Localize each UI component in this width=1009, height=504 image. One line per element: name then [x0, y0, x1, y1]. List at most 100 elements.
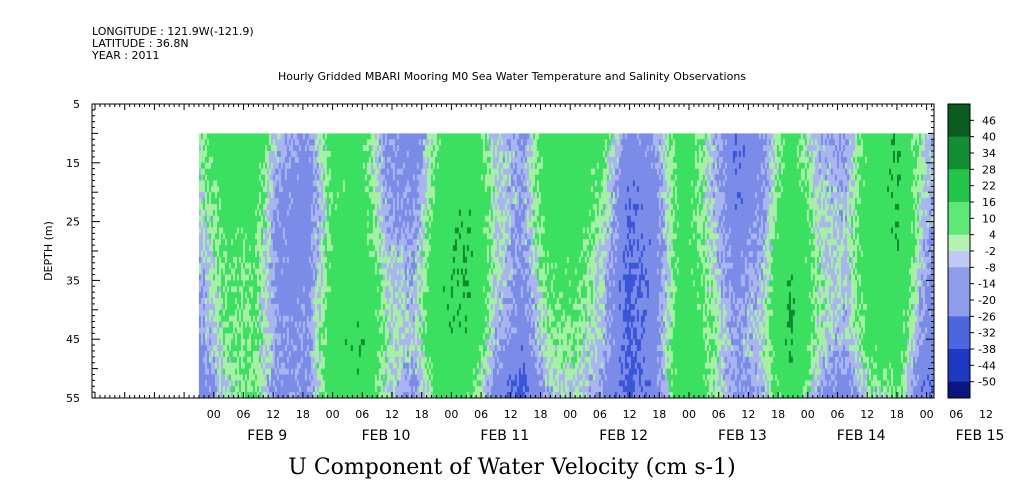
heat-cell — [316, 368, 320, 375]
heat-cell — [322, 245, 326, 252]
heat-cell — [394, 221, 398, 228]
heat-cell — [412, 333, 416, 340]
heat-cell — [257, 386, 260, 393]
heat-cell — [314, 298, 318, 305]
heat-cell — [251, 268, 254, 275]
heat-cell — [408, 209, 412, 217]
heat-cell — [304, 327, 308, 334]
heat-cell — [280, 245, 284, 252]
heat-cell — [314, 327, 318, 334]
heat-cell — [233, 345, 236, 352]
heat-cell — [241, 151, 244, 158]
heat-cell — [272, 309, 276, 317]
heat-cell — [263, 168, 266, 175]
heat-cell — [390, 233, 394, 240]
heat-cell — [298, 298, 302, 305]
heat-cell — [251, 162, 254, 170]
heat-cell — [338, 168, 342, 175]
heat-cell — [288, 233, 292, 240]
heat-cell — [235, 174, 238, 181]
heat-cell — [338, 309, 342, 317]
heat-cell — [261, 292, 264, 299]
heat-cell — [253, 315, 256, 322]
heat-cell — [255, 239, 258, 246]
heat-cell — [271, 245, 274, 252]
heat-cell — [227, 204, 230, 211]
heat-cell — [251, 386, 254, 393]
heat-cell — [211, 309, 214, 317]
heat-cell — [282, 133, 286, 140]
heat-cell — [402, 321, 406, 328]
heat-cell — [306, 315, 310, 322]
heat-cell — [414, 374, 418, 381]
heat-cell — [400, 227, 404, 234]
heat-cell — [400, 321, 404, 328]
heat-cell — [368, 145, 372, 152]
heat-cell — [211, 339, 214, 346]
heat-cell — [338, 327, 342, 334]
heat-cell — [324, 186, 328, 193]
heat-cell — [406, 198, 410, 205]
heat-cell — [326, 315, 330, 322]
heat-cell — [324, 386, 328, 393]
heat-cell — [310, 321, 314, 328]
heat-cell — [219, 156, 222, 164]
heat-cell — [386, 262, 390, 270]
heat-cell — [410, 345, 414, 352]
heat-cell — [269, 274, 272, 281]
heat-cell — [376, 186, 380, 193]
heat-cell — [354, 374, 358, 381]
heat-cell — [320, 215, 324, 222]
heat-cell — [330, 251, 334, 258]
heat-cell — [251, 274, 254, 281]
heat-cell — [245, 362, 248, 369]
heat-cell — [412, 204, 416, 211]
heat-cell — [360, 174, 364, 181]
heat-cell — [261, 262, 264, 270]
heat-cell — [306, 386, 310, 393]
heat-cell — [267, 333, 270, 340]
heat-cell — [348, 345, 352, 352]
heat-cell — [388, 227, 392, 234]
heat-cell — [354, 362, 358, 369]
heat-cell — [412, 315, 416, 322]
heat-cell — [356, 303, 360, 311]
heat-cell — [366, 386, 370, 393]
heat-cell — [209, 239, 212, 246]
heat-cell — [269, 345, 272, 352]
heat-cell — [362, 280, 366, 287]
heat-cell — [257, 280, 260, 287]
heat-cell — [358, 392, 362, 399]
heat-cell — [253, 286, 256, 293]
heat-cell — [380, 262, 384, 270]
heat-cell — [207, 286, 210, 293]
heat-cell — [398, 368, 402, 375]
heat-cell — [344, 180, 348, 187]
heat-cell — [245, 292, 248, 299]
heat-cell — [378, 356, 382, 364]
heat-cell — [306, 333, 310, 340]
heat-cell — [320, 221, 324, 228]
heat-cell — [200, 380, 204, 387]
heat-cell — [282, 386, 286, 393]
heat-cell — [221, 392, 224, 399]
heat-cell — [400, 168, 404, 175]
heat-cell — [318, 245, 322, 252]
heat-cell — [274, 204, 278, 211]
heat-cell — [261, 192, 264, 199]
heat-cell — [247, 251, 250, 258]
heat-cell — [320, 139, 324, 146]
heat-cell — [336, 162, 340, 170]
heat-cell — [280, 145, 284, 152]
heat-cell — [362, 309, 366, 317]
heat-cell — [298, 221, 302, 228]
heat-cell — [314, 274, 318, 281]
heat-cell — [290, 380, 294, 387]
heat-cell — [408, 221, 412, 228]
heat-cell — [406, 345, 410, 352]
heat-cell — [217, 209, 220, 217]
heat-cell — [223, 133, 226, 140]
heat-cell — [207, 356, 210, 364]
heat-cell — [200, 204, 204, 211]
heat-cell — [203, 192, 206, 199]
